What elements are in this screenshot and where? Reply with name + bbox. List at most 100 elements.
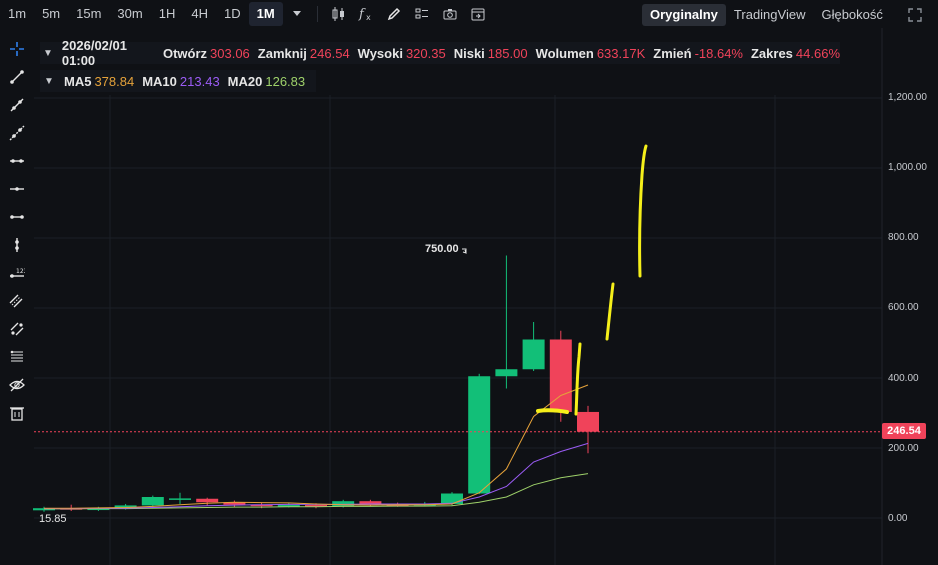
y-tick-label: 1,200.00 <box>888 92 927 103</box>
drawing-stroke <box>574 342 582 416</box>
svg-text:f: f <box>358 7 366 22</box>
max-price-arrow <box>462 248 467 254</box>
min-price-label: 15.85 <box>39 513 67 525</box>
timeframe-1m[interactable]: 1m <box>8 6 27 21</box>
drawing-toolbar: 123 <box>0 34 34 434</box>
range-value: 44.66% <box>795 45 840 61</box>
trend-line-icon[interactable] <box>6 66 28 88</box>
y-tick-label: 400.00 <box>888 373 919 384</box>
chevron-down-icon[interactable]: ▼ <box>44 75 54 87</box>
close-value: 246.54 <box>309 45 350 61</box>
ma10-value: 213.43 <box>179 73 220 89</box>
drawing-stroke <box>638 144 648 278</box>
open-label: Otwórz <box>162 45 208 61</box>
change-label: Zmień <box>653 45 692 61</box>
ma-info-bar: ▼ MA5 378.84 MA10 213.43 MA20 126.83 <box>40 70 316 92</box>
divider <box>316 6 318 22</box>
candle-down <box>305 505 327 507</box>
drawing-stroke <box>605 282 615 341</box>
high-label: Wysoki <box>357 45 403 61</box>
candle-up <box>495 369 518 377</box>
tab-depth[interactable]: Głębokość <box>821 7 883 22</box>
low-value: 185.00 <box>487 45 528 61</box>
chevron-down-icon[interactable] <box>283 2 311 26</box>
y-tick-label: 200.00 <box>888 443 919 454</box>
pencil-icon[interactable] <box>380 2 408 26</box>
camera-icon[interactable] <box>436 2 464 26</box>
candle-down <box>386 504 409 507</box>
timeframe-1d[interactable]: 1D <box>223 6 241 21</box>
ma5-label: MA5 <box>64 73 92 89</box>
timeframe-5m[interactable]: 5m <box>42 6 61 21</box>
fullscreen-icon[interactable] <box>904 4 926 26</box>
current-price-tag: 246.54 <box>882 423 926 439</box>
timeframe-1h[interactable]: 1H <box>158 6 176 21</box>
horizontal-segment-icon[interactable] <box>6 206 28 228</box>
tab-original[interactable]: Oryginalny <box>642 4 726 26</box>
volume-label: Wolumen <box>535 45 594 61</box>
range-label: Zakres <box>750 45 793 61</box>
y-tick-label: 1,000.00 <box>888 162 927 173</box>
candle-down <box>577 411 599 432</box>
candle-up <box>87 508 110 511</box>
crosshair-icon[interactable] <box>6 38 28 60</box>
y-tick-label: 800.00 <box>888 232 919 243</box>
candle-date: 2026/02/01 01:00 <box>61 38 127 68</box>
view-mode-tabs: Oryginalny TradingView Głębokość <box>642 4 891 26</box>
candle-down <box>223 502 246 505</box>
svg-text:123: 123 <box>16 268 25 275</box>
trash-icon[interactable] <box>6 402 28 424</box>
ray-icon[interactable] <box>6 94 28 116</box>
change-value: -18.64% <box>694 45 743 61</box>
volume-value: 633.17K <box>596 45 646 61</box>
candle-up <box>468 376 491 494</box>
horizontal-line-icon[interactable] <box>6 150 28 172</box>
layout-icon[interactable] <box>408 2 436 26</box>
low-label: Niski <box>453 45 485 61</box>
timeframe-15m[interactable]: 15m <box>76 6 102 21</box>
hide-drawings-icon[interactable] <box>6 374 28 396</box>
ma5-line <box>44 384 589 509</box>
ma10-line <box>44 442 589 510</box>
candle-up <box>141 497 164 506</box>
candle-up <box>277 505 300 507</box>
timeframe-4h[interactable]: 4H <box>191 6 208 21</box>
max-price-label: 750.00 <box>425 243 459 255</box>
y-tick-label: 600.00 <box>888 302 919 313</box>
ma5-value: 378.84 <box>94 73 135 89</box>
candle-down <box>359 501 382 505</box>
y-tick-label: 0.00 <box>888 513 908 524</box>
calendar-icon[interactable] <box>464 2 492 26</box>
open-value: 303.06 <box>210 45 250 61</box>
ma20-value: 126.83 <box>265 73 306 89</box>
high-value: 320.35 <box>405 45 446 61</box>
drawing-stroke <box>536 408 569 414</box>
candle-up <box>169 498 191 500</box>
horizontal-ray-icon[interactable] <box>6 178 28 200</box>
timeframe-1mo[interactable]: 1M <box>248 2 283 26</box>
extended-line-icon[interactable] <box>6 122 28 144</box>
candle-down <box>196 498 219 503</box>
candle-up <box>114 505 137 509</box>
fibonacci-icon[interactable] <box>6 346 28 368</box>
close-label: Zamknij <box>257 45 307 61</box>
candle-down <box>250 504 273 507</box>
ma10-label: MA10 <box>142 73 177 89</box>
candle-up <box>522 339 545 370</box>
ohlc-info-bar: ▼ 2026/02/01 01:00 Otwórz 303.06 Zamknij… <box>40 38 840 68</box>
price-channel-icon[interactable] <box>6 318 28 340</box>
timeframe-30m[interactable]: 30m <box>117 6 143 21</box>
candlestick-icon[interactable] <box>324 2 352 26</box>
ma20-label: MA20 <box>227 73 263 89</box>
vertical-line-icon[interactable] <box>6 234 28 256</box>
chevron-down-icon[interactable]: ▼ <box>43 47 53 59</box>
parallel-channel-icon[interactable] <box>6 290 28 312</box>
candle-up <box>441 493 463 504</box>
price-line-icon[interactable]: 123 <box>6 262 28 284</box>
candle-up <box>332 501 355 507</box>
tab-tradingview[interactable]: TradingView <box>733 7 806 22</box>
svg-text:x: x <box>366 13 371 22</box>
